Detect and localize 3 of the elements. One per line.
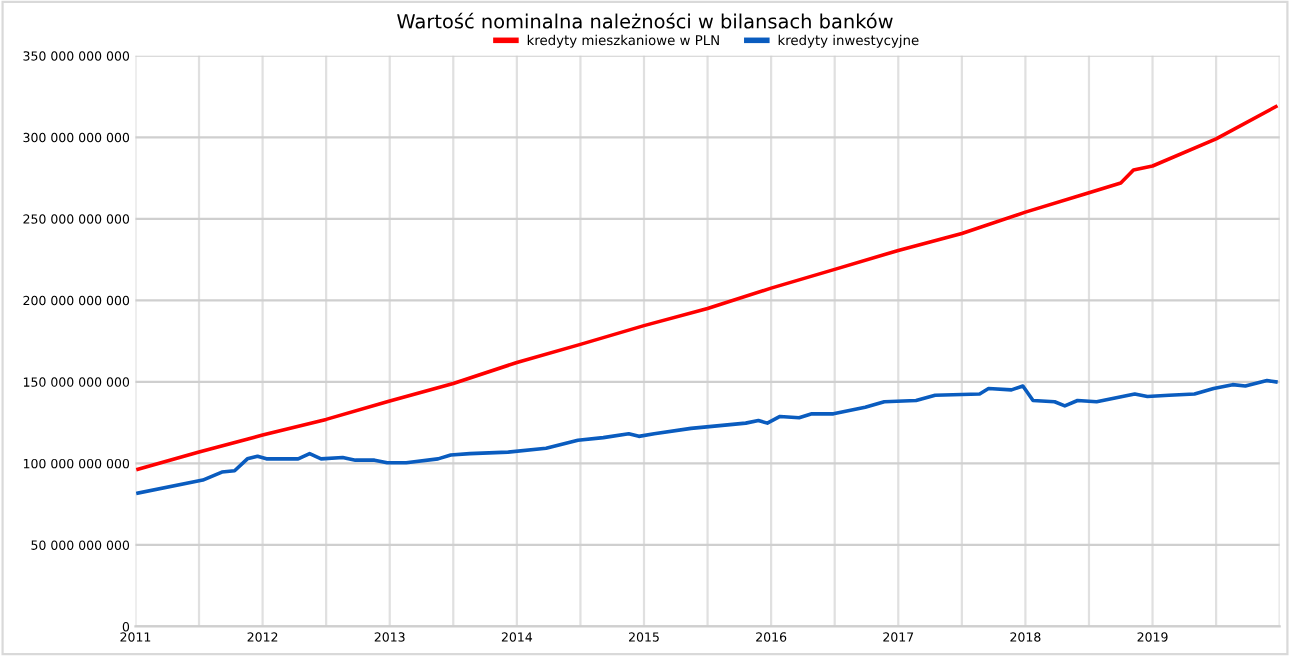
line-series: [136, 104, 1278, 472]
chart-title: Wartość nominalna należności w bilansach banków: [397, 12, 893, 29]
line-series: [136, 378, 1278, 495]
